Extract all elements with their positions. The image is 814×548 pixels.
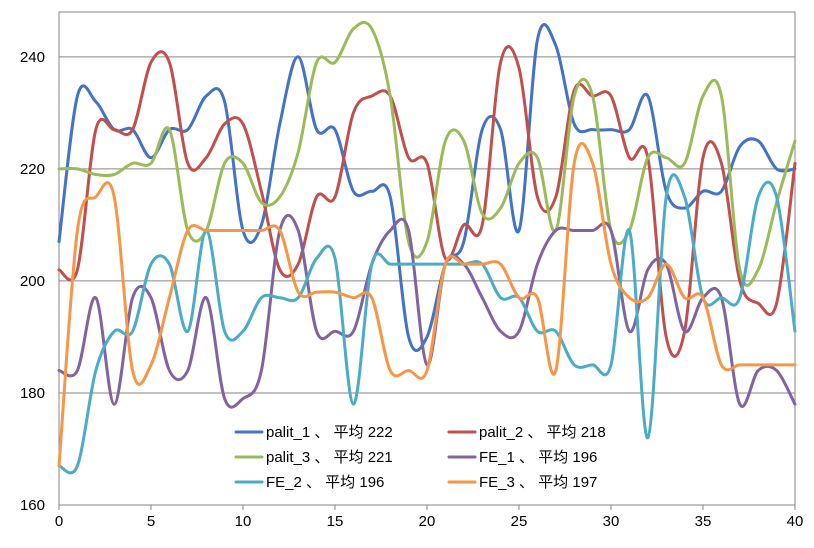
- plot-area-border: [58, 11, 796, 506]
- x-tick-label-40: 40: [787, 513, 804, 530]
- series-line-5: [57, 173, 797, 475]
- y-tick-label-240: 240: [20, 49, 45, 66]
- x-tick-label-20: 20: [419, 513, 436, 530]
- legend-label-5: FE_2 、 平均 196: [266, 474, 384, 491]
- x-tick-label-15: 15: [327, 513, 344, 530]
- x-tick-label-35: 35: [695, 513, 712, 530]
- series-line-1: [57, 23, 797, 352]
- series-line-2: [57, 45, 797, 358]
- legend-label-4: FE_1 、 平均 196: [479, 449, 597, 466]
- legend-label-1: palit_1 、 平均 222: [266, 424, 393, 441]
- x-tick-label-5: 5: [147, 513, 155, 530]
- x-tick-label-25: 25: [511, 513, 528, 530]
- y-tick-label-220: 220: [20, 161, 45, 178]
- series-line-6: [57, 142, 797, 468]
- y-tick-label-200: 200: [20, 273, 45, 290]
- x-tick-label-30: 30: [603, 513, 620, 530]
- legend-label-2: palit_2 、 平均 218: [479, 424, 606, 441]
- x-tick-label-10: 10: [235, 513, 252, 530]
- x-tick-label-0: 0: [55, 513, 63, 530]
- y-tick-label-160: 160: [20, 497, 45, 514]
- y-tick-label-180: 180: [20, 385, 45, 402]
- legend-label-6: FE_3 、 平均 197: [479, 474, 597, 491]
- legend-label-3: palit_3 、 平均 221: [266, 449, 393, 466]
